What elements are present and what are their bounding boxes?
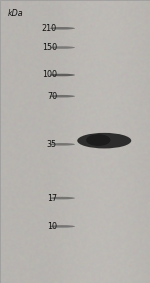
Ellipse shape bbox=[50, 95, 75, 98]
Text: 210: 210 bbox=[42, 24, 57, 33]
Ellipse shape bbox=[86, 134, 110, 146]
Ellipse shape bbox=[50, 74, 75, 76]
Ellipse shape bbox=[77, 133, 131, 148]
Text: 100: 100 bbox=[42, 70, 57, 80]
Ellipse shape bbox=[50, 27, 75, 30]
Ellipse shape bbox=[50, 197, 75, 199]
Text: 10: 10 bbox=[47, 222, 57, 231]
Ellipse shape bbox=[50, 225, 75, 228]
Ellipse shape bbox=[50, 143, 75, 146]
Text: 35: 35 bbox=[47, 140, 57, 149]
Text: 70: 70 bbox=[47, 92, 57, 101]
Text: kDa: kDa bbox=[8, 9, 23, 18]
Text: 17: 17 bbox=[47, 194, 57, 203]
Ellipse shape bbox=[50, 46, 75, 49]
Text: 150: 150 bbox=[42, 43, 57, 52]
